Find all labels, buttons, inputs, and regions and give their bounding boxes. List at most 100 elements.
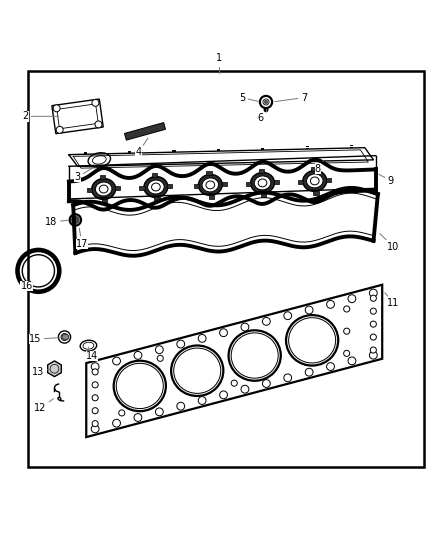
Ellipse shape [116, 364, 163, 409]
Circle shape [262, 318, 270, 325]
Circle shape [263, 99, 269, 105]
Text: 16: 16 [21, 280, 33, 291]
Ellipse shape [229, 330, 281, 381]
Ellipse shape [286, 315, 338, 366]
Circle shape [369, 289, 377, 297]
Circle shape [134, 414, 142, 422]
Circle shape [219, 329, 227, 337]
Circle shape [348, 295, 356, 303]
Text: 18: 18 [45, 217, 68, 227]
Circle shape [91, 425, 99, 433]
Polygon shape [326, 178, 331, 182]
Circle shape [177, 340, 185, 348]
Ellipse shape [174, 348, 221, 393]
Ellipse shape [303, 171, 327, 191]
Text: 10: 10 [380, 233, 400, 252]
Circle shape [113, 357, 120, 365]
Circle shape [134, 351, 142, 359]
Polygon shape [115, 186, 120, 190]
Polygon shape [167, 184, 173, 188]
Circle shape [53, 105, 60, 112]
Circle shape [198, 397, 206, 405]
Circle shape [264, 108, 268, 111]
Polygon shape [124, 123, 166, 140]
Ellipse shape [231, 333, 278, 378]
Circle shape [92, 395, 98, 401]
Circle shape [92, 99, 99, 106]
Ellipse shape [202, 178, 219, 192]
Circle shape [113, 419, 120, 427]
Text: 4: 4 [135, 138, 148, 157]
Circle shape [344, 328, 350, 334]
Text: 9: 9 [379, 174, 394, 186]
Circle shape [327, 362, 335, 370]
Polygon shape [102, 199, 107, 203]
Circle shape [348, 357, 356, 365]
Ellipse shape [254, 176, 271, 190]
Polygon shape [313, 191, 318, 195]
Circle shape [262, 379, 270, 387]
Polygon shape [86, 285, 382, 437]
Polygon shape [194, 184, 199, 188]
Polygon shape [261, 193, 266, 197]
Ellipse shape [62, 334, 69, 340]
Circle shape [305, 306, 313, 314]
Circle shape [370, 295, 376, 301]
Polygon shape [155, 197, 160, 201]
Circle shape [370, 308, 376, 314]
Text: 2: 2 [22, 111, 59, 122]
Circle shape [56, 126, 63, 133]
Ellipse shape [148, 180, 164, 194]
Circle shape [71, 215, 80, 224]
Ellipse shape [114, 361, 166, 411]
Polygon shape [246, 182, 251, 185]
Polygon shape [206, 171, 212, 174]
Text: 11: 11 [385, 293, 400, 309]
Ellipse shape [95, 182, 112, 196]
Text: 15: 15 [29, 334, 60, 344]
Circle shape [155, 346, 163, 353]
Circle shape [157, 356, 163, 361]
Ellipse shape [144, 176, 168, 197]
Polygon shape [152, 173, 157, 176]
Text: 14: 14 [86, 347, 98, 361]
Polygon shape [139, 187, 145, 190]
Text: 7: 7 [275, 93, 307, 103]
Circle shape [231, 380, 237, 386]
Circle shape [92, 369, 98, 375]
Circle shape [198, 334, 206, 342]
Circle shape [344, 350, 350, 357]
Text: 8: 8 [315, 161, 323, 174]
Polygon shape [311, 167, 316, 171]
Circle shape [155, 408, 163, 416]
Circle shape [264, 100, 268, 104]
Polygon shape [259, 169, 264, 173]
Circle shape [344, 306, 350, 312]
Polygon shape [87, 188, 92, 192]
Ellipse shape [171, 345, 223, 396]
Polygon shape [298, 180, 304, 184]
Text: 13: 13 [32, 367, 50, 377]
Circle shape [284, 312, 292, 320]
Circle shape [327, 301, 335, 308]
Polygon shape [222, 182, 227, 185]
Text: 5: 5 [239, 93, 258, 103]
Circle shape [370, 321, 376, 327]
Circle shape [95, 121, 102, 128]
Circle shape [305, 368, 313, 376]
Circle shape [284, 374, 292, 382]
Text: 17: 17 [76, 228, 88, 249]
Circle shape [92, 408, 98, 414]
Polygon shape [274, 180, 279, 183]
Polygon shape [48, 361, 61, 377]
Polygon shape [100, 175, 105, 179]
Circle shape [369, 351, 377, 359]
Circle shape [91, 363, 99, 370]
Circle shape [177, 402, 185, 410]
Polygon shape [209, 195, 214, 199]
Circle shape [370, 347, 376, 353]
Text: 1: 1 [216, 53, 222, 63]
Circle shape [92, 421, 98, 427]
Circle shape [241, 385, 249, 393]
Ellipse shape [198, 174, 222, 196]
